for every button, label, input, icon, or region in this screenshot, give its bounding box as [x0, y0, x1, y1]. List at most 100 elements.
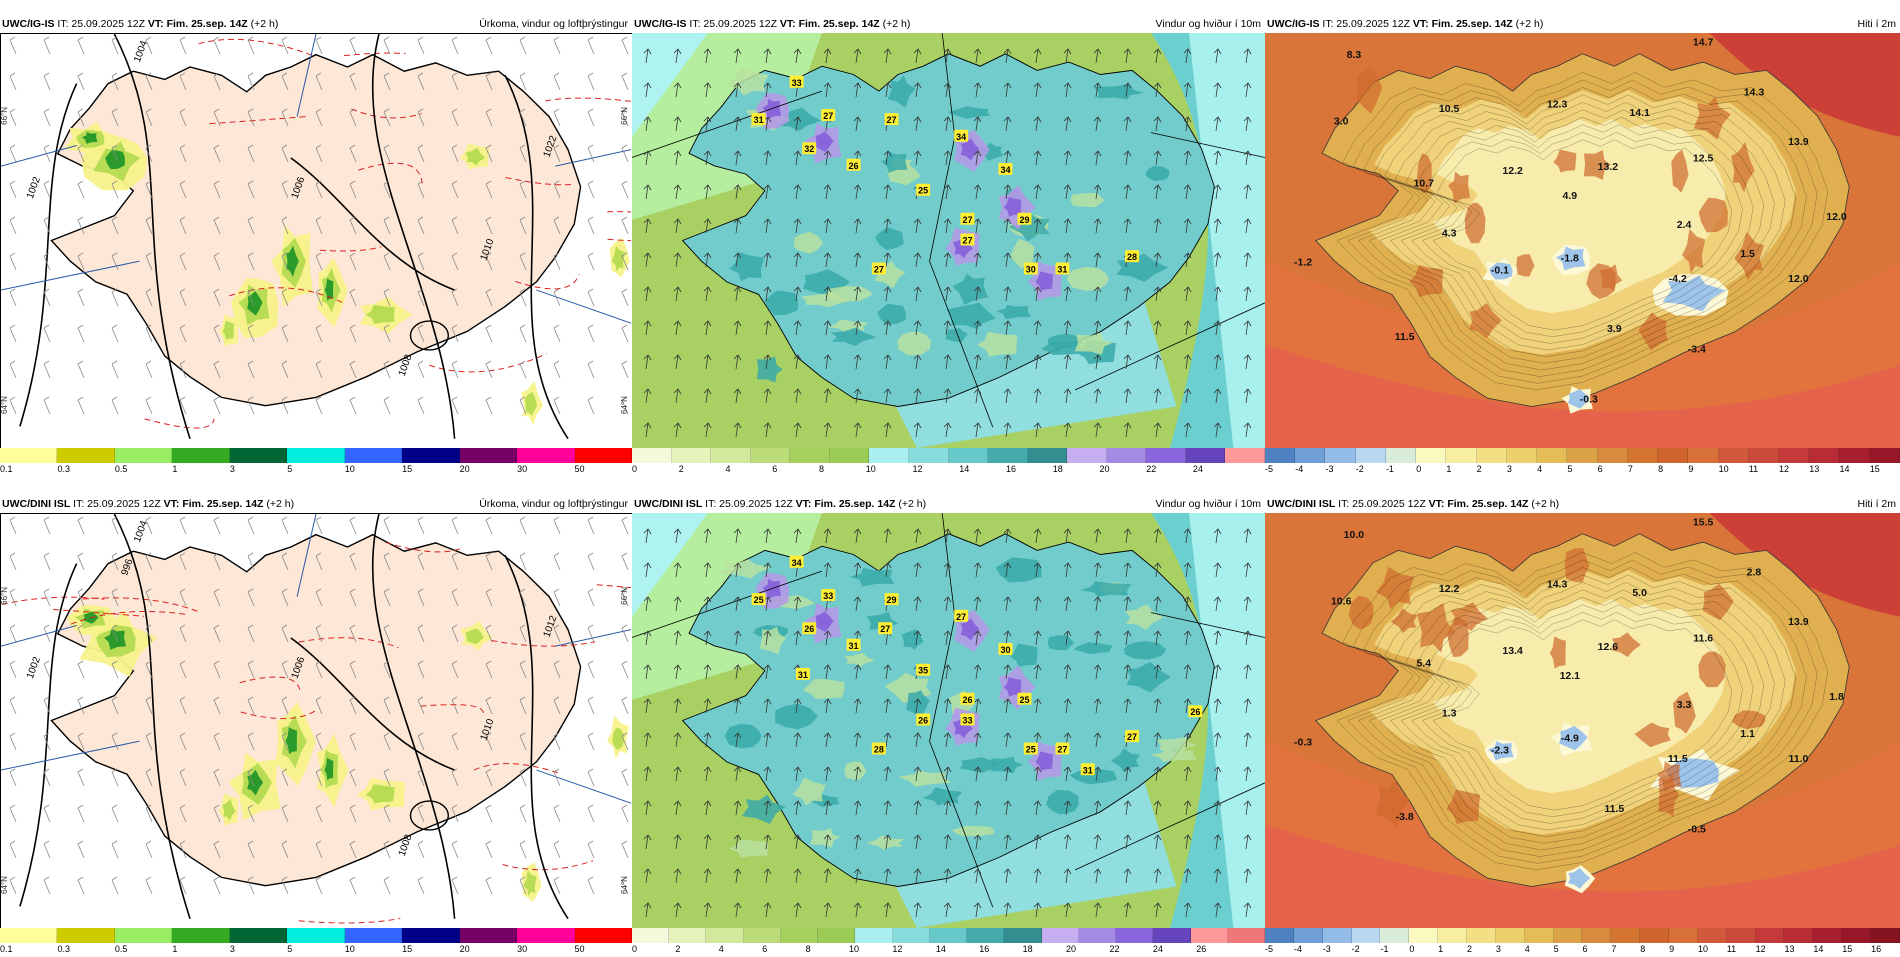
gust-label: 33	[960, 713, 975, 726]
iceland-outline	[50, 533, 582, 887]
temperature-label: -3.4	[1688, 344, 1706, 356]
valid-time: VT: Fim. 25.sep. 14Z	[1428, 498, 1529, 510]
model-source: UWC/DINI ISL	[1267, 498, 1336, 510]
legend-swatch	[1067, 448, 1107, 463]
legend-swatch	[114, 928, 173, 943]
init-time: IT: 25.09.2025 12Z	[1322, 18, 1410, 30]
temperature-label: 12.2	[1439, 583, 1460, 595]
panel-header: UWC/DINI ISL IT: 25.09.2025 12Z VT: Fim.…	[1265, 495, 1900, 513]
valid-time: VT: Fim. 25.sep. 14Z	[779, 18, 880, 30]
legend-tick-label: 0.5	[114, 464, 128, 474]
color-legend	[0, 448, 632, 463]
svg-text:34: 34	[792, 558, 802, 568]
gust-label: 31	[795, 667, 810, 680]
legend-swatch	[1755, 928, 1785, 943]
latitude-label: 66°N	[1, 587, 9, 605]
latitude-label: 64°N	[620, 396, 629, 414]
map-area: 33 31 27 32 27 26 34 34 25 27 29 27 30 31 27 28	[632, 33, 1265, 448]
gust-label: 34	[954, 129, 969, 142]
legend-swatch	[1380, 928, 1410, 943]
legend-tick-label: 9	[1688, 464, 1694, 474]
legend-swatch	[172, 448, 230, 463]
panel-header: UWC/IG-IS IT: 25.09.2025 12Z VT: Fim. 25…	[1265, 15, 1900, 33]
legend-tick-label: 10	[344, 464, 355, 474]
model-source: UWC/IG-IS	[634, 18, 687, 30]
temperature-label: 13.2	[1598, 161, 1619, 173]
legend-swatch	[287, 448, 345, 463]
legend-swatch	[574, 928, 632, 943]
legend-tick-label: -4	[1293, 944, 1302, 954]
legend-tick-label: 8	[805, 944, 811, 954]
temperature-map: 8.3 14.7 14.3 3.0 10.5 12.3 14.1 13.9 10.7 12.2 13…	[1265, 33, 1900, 448]
temperature-label: 3.0	[1334, 115, 1349, 127]
svg-text:28: 28	[1127, 252, 1137, 262]
temperature-label: 10.6	[1331, 595, 1352, 607]
legend-swatch	[988, 448, 1028, 463]
legend-swatch	[1839, 448, 1870, 463]
legend-tick-label: 15	[402, 464, 413, 474]
latitude-label: 64°N	[1, 876, 9, 894]
legend-swatch	[1146, 448, 1186, 463]
temperature-label: 14.7	[1693, 36, 1714, 48]
svg-text:30: 30	[1026, 265, 1036, 275]
legend-tick-label: 1	[1438, 944, 1444, 954]
legend-tick-label: 8	[1658, 464, 1664, 474]
legend-swatch	[1322, 928, 1352, 943]
legend-swatch	[1524, 928, 1554, 943]
legend-tick-label: 5	[1567, 464, 1573, 474]
legend-tick-label: 2	[675, 944, 681, 954]
map-canvas: 34 25 33 26 29 31 27 30 35 26 25 33 25 27 28 27 31 26 31 26…	[632, 513, 1265, 928]
legend-tick-label: -1	[1380, 944, 1389, 954]
legend-swatch	[948, 448, 989, 463]
legend-tick-label: 7	[1627, 464, 1633, 474]
legend-swatch	[892, 928, 930, 943]
legend-swatch	[1871, 928, 1900, 943]
legend-swatch	[1813, 928, 1843, 943]
svg-text:27: 27	[962, 215, 972, 225]
legend-swatch	[743, 928, 781, 943]
svg-text:33: 33	[792, 78, 802, 88]
svg-text:26: 26	[1190, 707, 1200, 717]
legend-swatch	[1225, 448, 1265, 463]
legend-swatch	[1227, 928, 1265, 943]
lead-time: (+2 h)	[266, 498, 295, 510]
legend-tick-label: -2	[1351, 944, 1360, 954]
svg-text:35: 35	[918, 666, 928, 676]
legend-tick-label: 24	[1192, 464, 1203, 474]
legend-tick-label: 4	[1524, 944, 1530, 954]
legend-tick-label: 5	[287, 464, 293, 474]
latitude-label: 66°N	[620, 587, 629, 605]
lead-time: (+2 h)	[1531, 498, 1560, 510]
svg-text:25: 25	[918, 186, 928, 196]
legend-tick-label: 15	[402, 944, 413, 954]
legend-tick-label: 4	[718, 944, 724, 954]
legend-swatch	[1409, 928, 1439, 943]
legend-tick-label: 13	[1809, 464, 1820, 474]
legend-swatch	[57, 928, 115, 943]
legend-tick-label: 22	[1146, 464, 1157, 474]
legend-tick-label: 26	[1196, 944, 1207, 954]
legend-swatch	[402, 448, 460, 463]
legend-tick-label: 6	[762, 944, 768, 954]
svg-text:31: 31	[754, 115, 764, 125]
legend-tick-label: 18	[1022, 944, 1033, 954]
map-area: 1002 1004 1006 1008 1010 1012 996 66°N 66°N 64°N 6…	[0, 513, 634, 930]
legend-swatch	[1784, 928, 1814, 943]
temperature-label: -0.3	[1294, 736, 1312, 748]
color-legend	[632, 928, 1265, 943]
legend-swatch	[1265, 448, 1296, 463]
gust-label: 30	[998, 642, 1013, 655]
temperature-label: -3.8	[1396, 811, 1414, 823]
legend-tick-label: 22	[1109, 944, 1120, 954]
latitude-label: 64°N	[620, 876, 629, 894]
legend-tick-label: -1	[1385, 464, 1394, 474]
temperature-label: 2.8	[1747, 566, 1762, 578]
color-legend	[1265, 448, 1900, 463]
temperature-label: 13.9	[1788, 136, 1809, 148]
gust-label: 27	[878, 622, 893, 635]
panel-title: Úrkoma, vindur og loftþrýstingur	[479, 498, 628, 510]
